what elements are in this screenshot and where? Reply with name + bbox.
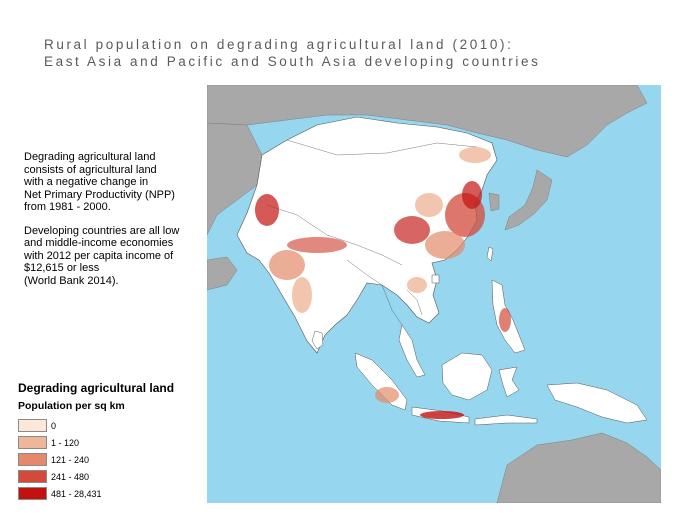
legend-label: 241 - 480 bbox=[51, 471, 90, 482]
description-definition: Degrading agricultural land consists of … bbox=[24, 151, 175, 213]
legend-title: Degrading agricultural land bbox=[18, 381, 175, 395]
map-legend: Degrading agricultural land Population p… bbox=[18, 381, 174, 502]
land-south-korea bbox=[488, 192, 500, 212]
land-sri-lanka bbox=[311, 330, 324, 350]
legend-item: 0 bbox=[18, 417, 174, 434]
land-sulawesi bbox=[498, 366, 520, 398]
map-area bbox=[207, 85, 661, 503]
legend-swatch bbox=[18, 453, 47, 466]
land-arabia bbox=[207, 256, 238, 291]
legend-swatch bbox=[18, 487, 47, 500]
legend-subtitle: Population per sq km bbox=[18, 400, 125, 412]
map-title: Rural population on degrading agricultur… bbox=[44, 36, 540, 70]
legend-swatch bbox=[18, 470, 47, 483]
land-malay-peninsula bbox=[398, 324, 426, 378]
legend-label: 121 - 240 bbox=[51, 454, 90, 465]
land-taiwan bbox=[486, 246, 494, 262]
title-line-1: Rural population on degrading agricultur… bbox=[44, 37, 514, 52]
legend-item: 481 - 28,431 bbox=[18, 485, 174, 502]
legend-label: 1 - 120 bbox=[51, 437, 80, 448]
land-borneo bbox=[441, 352, 493, 401]
land-hainan bbox=[431, 274, 440, 284]
legend-label: 0 bbox=[51, 420, 57, 431]
degradation-patches bbox=[255, 147, 511, 419]
land-lesser-sunda bbox=[474, 414, 538, 426]
legend-swatch bbox=[18, 419, 47, 432]
map-description: Degrading agricultural land consists of … bbox=[24, 151, 214, 298]
land-japan bbox=[504, 169, 553, 231]
legend-item: 1 - 120 bbox=[18, 434, 174, 451]
legend-item: 121 - 240 bbox=[18, 451, 174, 468]
country-borders bbox=[266, 139, 478, 326]
land-russia bbox=[207, 85, 648, 158]
land-australia bbox=[496, 432, 661, 503]
legend-swatch bbox=[18, 436, 47, 449]
land-central-asia bbox=[207, 122, 263, 236]
description-developing-countries: Developing countries are all low and mid… bbox=[24, 224, 180, 287]
legend-label: 481 - 28,431 bbox=[51, 488, 102, 499]
legend-item: 241 - 480 bbox=[18, 468, 174, 485]
land-new-guinea bbox=[546, 382, 648, 424]
title-line-2: East Asia and Pacific and South Asia dev… bbox=[44, 54, 541, 69]
